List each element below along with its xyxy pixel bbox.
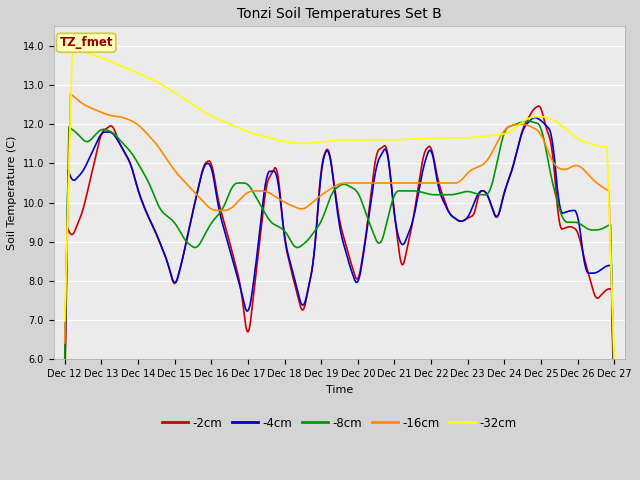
Line: -16cm: -16cm bbox=[65, 94, 614, 380]
-2cm bbox=[545, 134, 553, 140]
-8cm bbox=[244, 182, 252, 188]
-32cm bbox=[184, 98, 191, 104]
Line: -2cm: -2cm bbox=[65, 106, 614, 432]
-16cm bbox=[170, 167, 178, 172]
-4cm bbox=[611, 409, 618, 415]
-8cm bbox=[183, 239, 191, 245]
-16cm bbox=[61, 340, 68, 346]
Y-axis label: Soil Temperature (C): Soil Temperature (C) bbox=[7, 136, 17, 250]
-8cm bbox=[524, 118, 531, 124]
-2cm bbox=[183, 236, 191, 241]
-8cm bbox=[545, 165, 553, 170]
-16cm bbox=[611, 377, 618, 383]
Line: -4cm: -4cm bbox=[65, 118, 614, 412]
-32cm bbox=[497, 132, 505, 137]
-32cm bbox=[61, 318, 68, 324]
Title: Tonzi Soil Temperatures Set B: Tonzi Soil Temperatures Set B bbox=[237, 7, 442, 21]
-16cm bbox=[245, 189, 253, 195]
-2cm bbox=[497, 204, 504, 210]
-2cm bbox=[61, 395, 68, 400]
-32cm bbox=[545, 116, 553, 121]
-8cm bbox=[611, 389, 618, 395]
Legend: -2cm, -4cm, -8cm, -16cm, -32cm: -2cm, -4cm, -8cm, -16cm, -32cm bbox=[157, 412, 522, 434]
-4cm bbox=[170, 279, 177, 285]
Text: TZ_fmet: TZ_fmet bbox=[60, 36, 113, 49]
-2cm bbox=[425, 144, 433, 149]
-16cm bbox=[545, 152, 553, 157]
-4cm bbox=[61, 377, 68, 383]
-16cm bbox=[497, 132, 505, 138]
-2cm bbox=[535, 103, 543, 109]
-2cm bbox=[170, 280, 177, 286]
-32cm bbox=[425, 135, 433, 141]
-16cm bbox=[67, 91, 74, 96]
-8cm bbox=[170, 219, 177, 225]
-32cm bbox=[611, 357, 618, 362]
-8cm bbox=[497, 144, 504, 150]
-4cm bbox=[183, 236, 191, 242]
Line: -8cm: -8cm bbox=[65, 121, 614, 392]
-2cm bbox=[611, 429, 618, 434]
-16cm bbox=[425, 180, 433, 186]
-32cm bbox=[68, 46, 76, 51]
-4cm bbox=[425, 148, 433, 154]
-8cm bbox=[61, 357, 68, 363]
-4cm bbox=[497, 205, 504, 211]
X-axis label: Time: Time bbox=[326, 384, 353, 395]
-2cm bbox=[244, 328, 252, 334]
-16cm bbox=[184, 182, 191, 188]
-4cm bbox=[545, 126, 553, 132]
Line: -32cm: -32cm bbox=[65, 48, 614, 360]
-32cm bbox=[170, 89, 178, 95]
-32cm bbox=[245, 129, 253, 135]
-8cm bbox=[425, 191, 433, 197]
-4cm bbox=[244, 307, 252, 313]
-4cm bbox=[531, 115, 539, 120]
